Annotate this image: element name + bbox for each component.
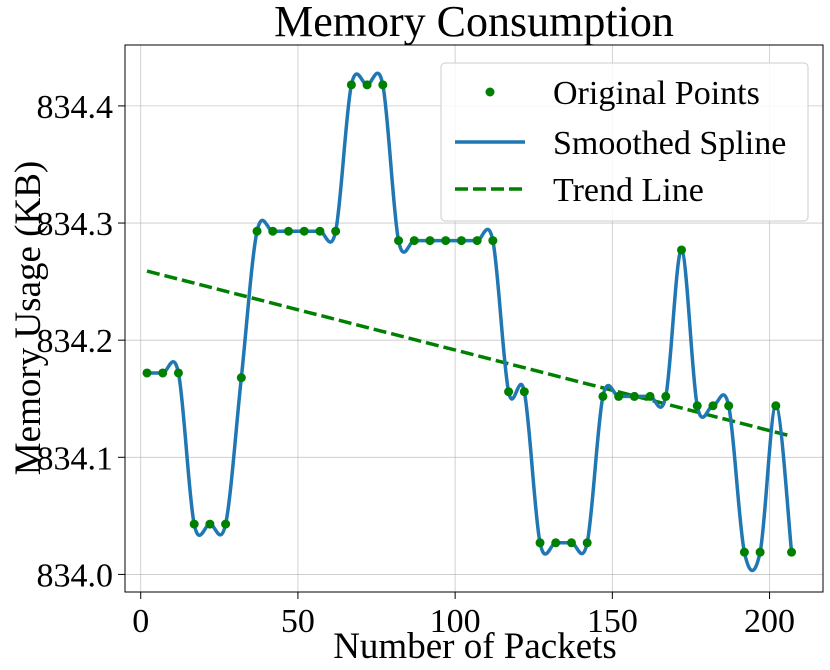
original-data-point (283, 226, 293, 236)
smoothed-spline-line (147, 71, 794, 573)
original-data-point (566, 538, 576, 548)
x-tick-label: 100 (430, 603, 481, 640)
y-tick-label: 834.4 (37, 89, 114, 126)
original-data-point (362, 80, 372, 90)
original-data-point (692, 401, 702, 411)
original-data-point (315, 226, 325, 236)
original-data-point (268, 226, 278, 236)
trend-line (146, 269, 792, 438)
x-tick-label: 150 (587, 603, 638, 640)
original-data-point (708, 401, 718, 411)
y-tick-label: 834.0 (37, 557, 114, 594)
original-data-point (346, 80, 356, 90)
x-tick-label: 50 (281, 603, 315, 640)
original-data-point (331, 226, 341, 236)
legend-marker-original-points (485, 87, 495, 97)
y-axis-label: Memory Usage (KB) (8, 161, 49, 475)
original-data-point (755, 547, 765, 557)
legend-label-trend-line: Trend Line (553, 172, 704, 209)
y-tick-label: 834.3 (37, 206, 114, 243)
legend-label-smoothed-spline: Smoothed Spline (553, 125, 786, 162)
original-data-point (504, 387, 514, 397)
original-data-point (614, 391, 624, 401)
original-data-point (535, 538, 545, 548)
spline-layer (147, 71, 794, 573)
original-data-point (724, 401, 734, 411)
original-data-point (787, 547, 797, 557)
legend-label-original-points: Original Points (553, 75, 760, 112)
original-data-point (142, 368, 152, 378)
trend-line-layer (146, 269, 792, 438)
original-data-point (456, 236, 466, 246)
original-data-point (158, 368, 168, 378)
original-data-point (189, 519, 199, 529)
tick-layer: 0 50 100 150 200 834.0 834.1 834.2 834.3 834.4 (37, 89, 796, 640)
original-data-point (677, 245, 687, 255)
x-tick-label: 0 (132, 603, 149, 640)
original-data-point (425, 236, 435, 246)
original-data-point (598, 391, 608, 401)
original-data-point (441, 236, 451, 246)
original-data-point (252, 226, 262, 236)
original-data-point (771, 401, 781, 411)
original-data-point (629, 391, 639, 401)
plot-frame (124, 44, 824, 593)
legend: Original Points Smoothed Spline Trend Li… (440, 62, 809, 222)
original-data-point (488, 236, 498, 246)
x-tick-label: 200 (744, 603, 795, 640)
original-data-point (472, 236, 482, 246)
chart-title: Memory Consumption (274, 0, 674, 46)
original-data-point (409, 236, 419, 246)
x-axis-label: Number of Packets (333, 626, 617, 667)
points-layer (142, 80, 797, 557)
y-tick-label: 834.2 (37, 323, 114, 360)
original-data-point (236, 373, 246, 383)
original-data-point (739, 547, 749, 557)
original-data-point (661, 391, 671, 401)
original-data-point (551, 538, 561, 548)
original-data-point (582, 538, 592, 548)
original-data-point (299, 226, 309, 236)
original-data-point (173, 368, 183, 378)
original-data-point (394, 236, 404, 246)
original-data-point (205, 519, 215, 529)
legend-box (440, 62, 809, 222)
original-data-point (378, 80, 388, 90)
y-tick-label: 834.1 (37, 440, 114, 477)
original-data-point (645, 391, 655, 401)
original-data-point (519, 387, 529, 397)
original-data-point (221, 519, 231, 529)
